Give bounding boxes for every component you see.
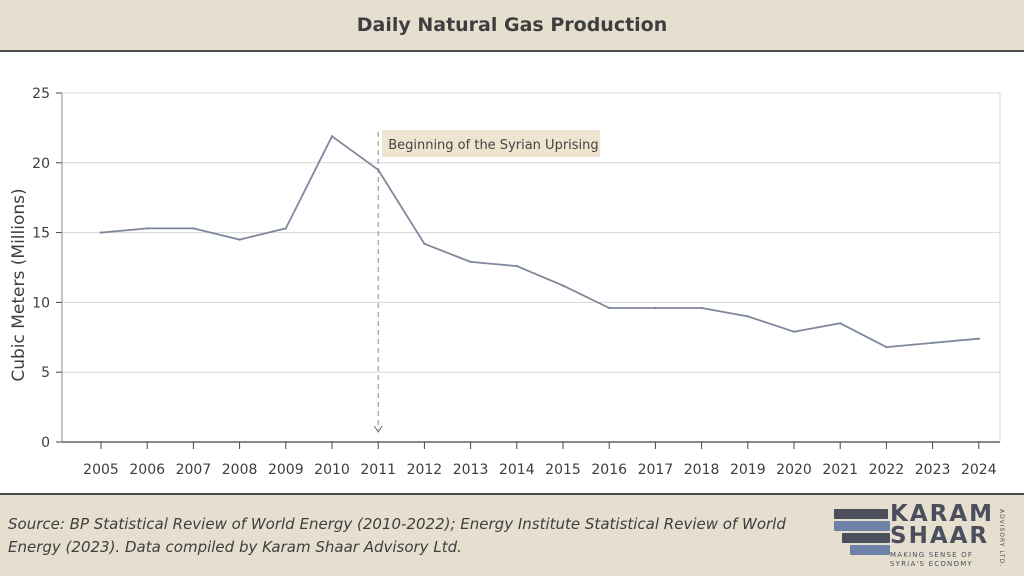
data-point-2009: [284, 227, 287, 230]
footer-band: Source: BP Statistical Review of World E…: [0, 493, 1024, 576]
data-point-2018: [700, 306, 703, 310]
data-point-2014: [515, 264, 518, 268]
data-point-2012: [423, 242, 426, 245]
logo-word-karam: KARAM: [890, 501, 995, 527]
karam-shaar-logo: KARAM SHAAR MAKING SENSE OF SYRIA'S ECON…: [830, 503, 1020, 573]
data-point-2021: [839, 322, 842, 325]
y-tick-label: 25: [32, 86, 50, 102]
data-point-2010: [330, 135, 334, 138]
x-tick-label: 2018: [684, 462, 720, 478]
x-tick-label: 2014: [499, 462, 535, 478]
x-tick-label: 2024: [961, 462, 997, 478]
x-tick-label: 2010: [314, 462, 350, 478]
chart-title: Daily Natural Gas Production: [356, 14, 668, 36]
grid-lines: [62, 92, 1001, 442]
y-tick-label: 20: [32, 156, 50, 172]
annotation-label: Beginning of the Syrian Uprising: [388, 138, 598, 153]
x-tick-label: 2007: [176, 462, 212, 478]
logo-word-shaar: SHAAR: [890, 523, 990, 549]
annotation-layer: Beginning of the Syrian Uprising: [373, 130, 601, 433]
x-tick-label: 2021: [822, 462, 858, 478]
y-tick-label: 15: [32, 226, 50, 242]
x-tick-label: 2017: [638, 462, 674, 478]
data-point-2013: [469, 260, 472, 264]
logo-bars-icon: [834, 509, 890, 567]
data-point-2022: [885, 345, 888, 349]
y-tick-label: 0: [41, 435, 50, 451]
source-note: Source: BP Statistical Review of World E…: [8, 515, 786, 556]
data-point-2005: [99, 231, 103, 234]
x-tick-label: 2006: [129, 462, 165, 478]
series-layer: [99, 135, 980, 349]
x-tick-label: 2023: [915, 462, 951, 478]
annotation-arrow-icon: [373, 425, 383, 433]
x-tick-label: 2016: [591, 462, 627, 478]
x-tick-label: 2022: [869, 462, 905, 478]
x-tick-label: 2020: [776, 462, 812, 478]
x-tick-label: 2015: [545, 462, 581, 478]
data-point-2007: [192, 227, 195, 230]
logo-tagline-2: SYRIA'S ECONOMY: [890, 560, 973, 568]
data-point-2019: [746, 315, 749, 318]
data-point-2008: [238, 238, 241, 241]
line-chart: 0 5 10 15 20 25 2005 2006 2007 2008 2009 2010 2011 20…: [9, 86, 1001, 478]
x-tick-label: 2009: [268, 462, 304, 478]
annotation-box: [382, 130, 601, 157]
logo-tagline-1: MAKING SENSE OF: [890, 551, 974, 559]
data-point-2006: [146, 227, 149, 230]
header-band: Daily Natural Gas Production: [0, 0, 1024, 52]
x-tick-label: 2013: [453, 462, 489, 478]
y-axis-label: Cubic Meters (Millions): [9, 188, 29, 381]
logo-vertical-text: ADVISORY LTD.: [998, 509, 1005, 568]
data-point-2017: [654, 306, 657, 310]
x-tick-label: 2019: [730, 462, 766, 478]
data-point-2023: [931, 341, 934, 345]
x-tick-label: 2012: [407, 462, 443, 478]
x-tick-label: 2005: [83, 462, 119, 478]
y-tick-label: 10: [32, 295, 50, 311]
y-tick-label: 5: [41, 365, 50, 381]
data-point-2024: [977, 337, 980, 340]
x-tick-label: 2008: [222, 462, 258, 478]
data-point-2011: [377, 168, 380, 171]
data-point-2016: [608, 306, 611, 310]
data-point-2020: [792, 330, 796, 333]
series-line-0: [100, 135, 979, 349]
axes: 0 5 10 15 20 25 2005 2006 2007 2008 2009 2010 2011 20…: [32, 86, 1000, 478]
data-point-2015: [561, 284, 565, 287]
x-tick-label: 2011: [360, 462, 396, 478]
